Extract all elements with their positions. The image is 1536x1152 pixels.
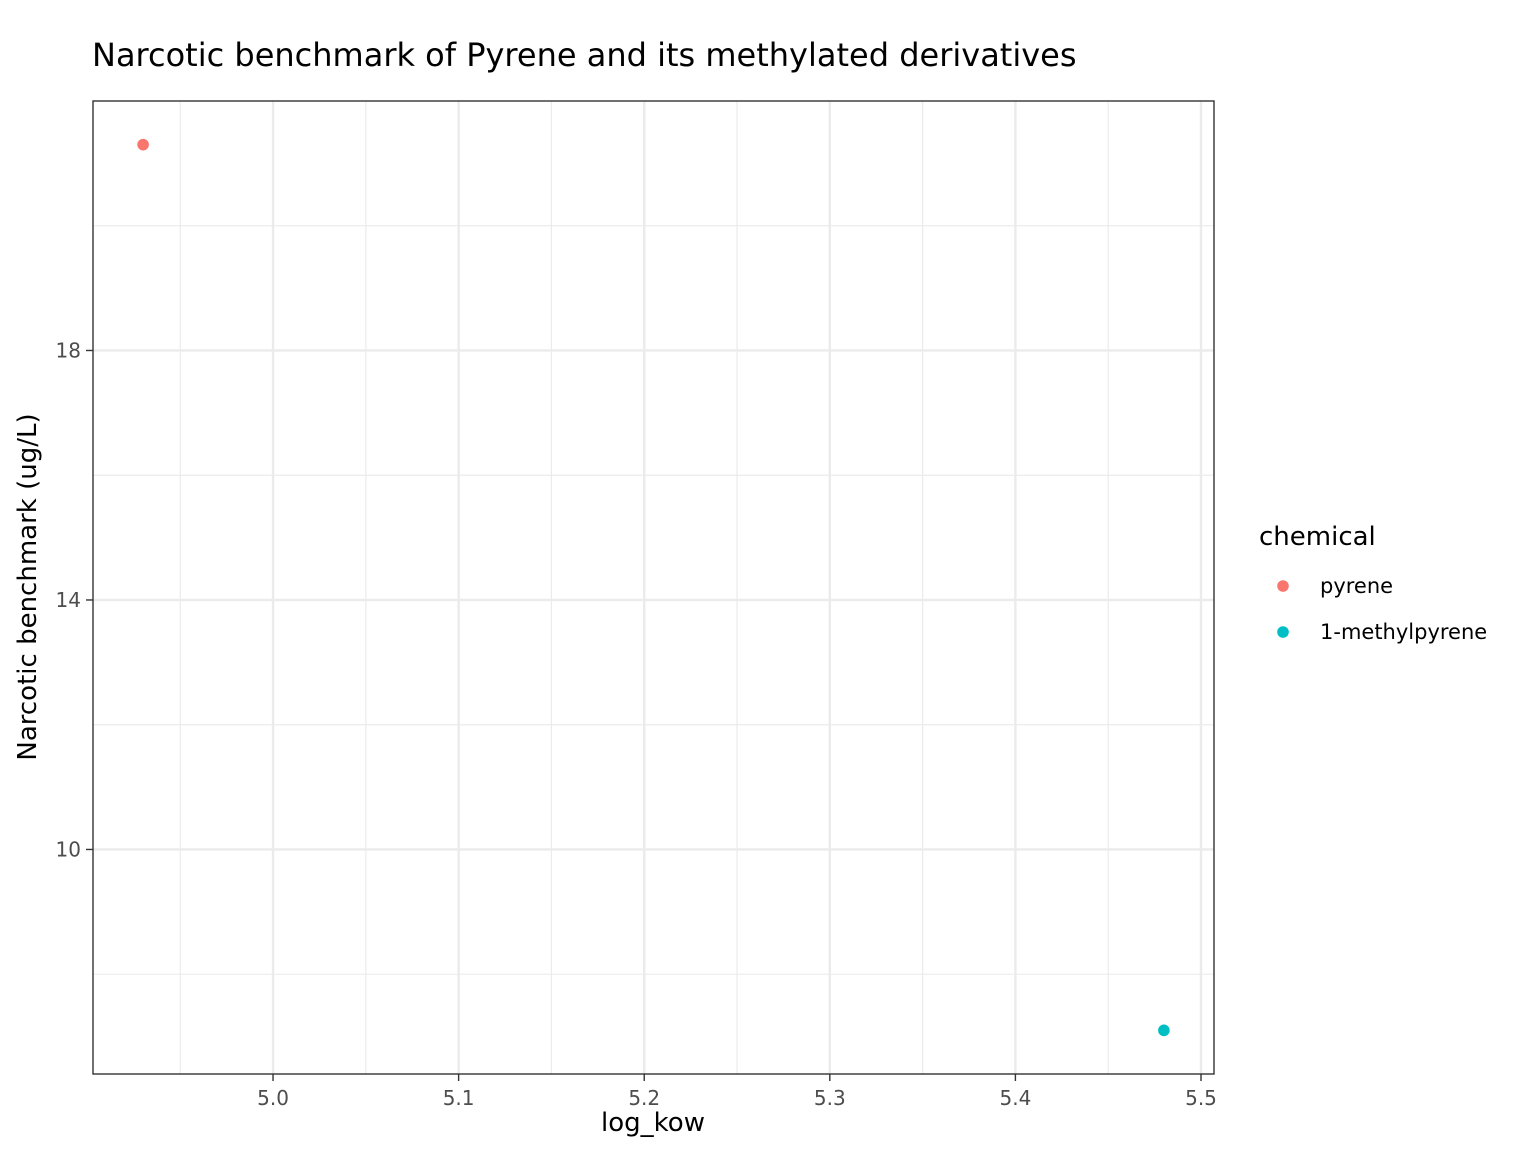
y-tick-label: 14 bbox=[56, 588, 81, 612]
legend-key-pyrene bbox=[1277, 580, 1289, 592]
chart-title: Narcotic benchmark of Pyrene and its met… bbox=[92, 36, 1077, 74]
x-tick-label: 5.3 bbox=[814, 1086, 846, 1110]
data-point-1-methylpyrene bbox=[1158, 1024, 1170, 1037]
legend-label-1-methylpyrene: 1-methylpyrene bbox=[1320, 620, 1487, 644]
y-tick-label: 10 bbox=[56, 837, 81, 861]
legend-key-1-methylpyrene bbox=[1277, 626, 1289, 638]
y-axis: 10 14 18 bbox=[56, 338, 93, 861]
x-axis: 5.0 5.1 5.2 5.3 5.4 5.5 bbox=[257, 1074, 1217, 1110]
x-tick-label: 5.1 bbox=[443, 1086, 475, 1110]
x-tick-label: 5.0 bbox=[257, 1086, 289, 1110]
legend-items: pyrene 1-methylpyrene bbox=[1277, 574, 1487, 644]
y-tick-label: 18 bbox=[56, 338, 81, 362]
legend: chemical pyrene 1-methylpyrene bbox=[1259, 522, 1487, 644]
x-tick-label: 5.4 bbox=[1000, 1086, 1032, 1110]
data-point-pyrene bbox=[137, 138, 149, 151]
x-axis-title: log_kow bbox=[601, 1108, 705, 1138]
legend-label-pyrene: pyrene bbox=[1320, 574, 1393, 598]
minor-grid bbox=[93, 101, 1214, 1074]
plot-panel bbox=[92, 100, 1215, 1075]
plot-border bbox=[92, 100, 1215, 1075]
data-points bbox=[137, 138, 1170, 1037]
major-grid bbox=[93, 101, 1214, 1074]
plot-background bbox=[93, 101, 1214, 1074]
x-tick-label: 5.2 bbox=[628, 1086, 660, 1110]
legend-title: chemical bbox=[1259, 522, 1376, 552]
y-axis-title: Narcotic benchmark (ug/L) bbox=[13, 413, 43, 760]
x-tick-label: 5.5 bbox=[1185, 1086, 1217, 1110]
